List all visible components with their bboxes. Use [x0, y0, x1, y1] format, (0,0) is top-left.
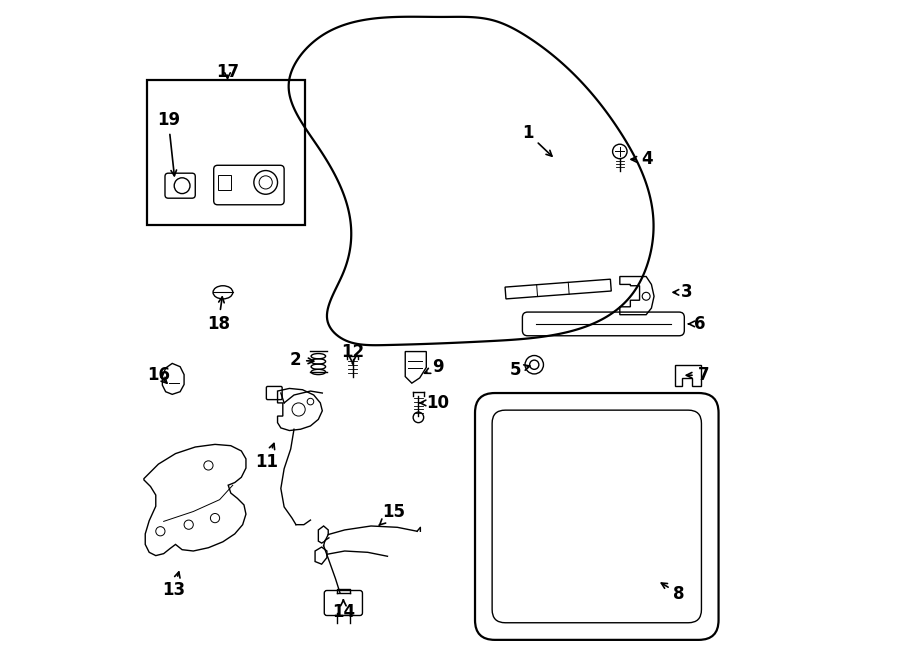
Text: 3: 3: [673, 284, 693, 301]
Text: 5: 5: [510, 361, 530, 379]
Text: 19: 19: [157, 111, 180, 176]
Text: 11: 11: [256, 444, 278, 471]
Text: 12: 12: [341, 342, 365, 364]
Text: 18: 18: [207, 297, 230, 333]
Text: 9: 9: [425, 358, 444, 375]
Text: 15: 15: [379, 502, 406, 525]
Text: 2: 2: [290, 351, 314, 369]
Text: 17: 17: [216, 63, 239, 81]
Text: 4: 4: [631, 150, 653, 169]
Text: 13: 13: [162, 572, 185, 600]
Text: 7: 7: [687, 366, 709, 384]
Text: 16: 16: [148, 366, 171, 384]
Text: 14: 14: [332, 600, 355, 621]
Text: 10: 10: [420, 394, 450, 412]
Bar: [148, 81, 305, 225]
Text: 8: 8: [662, 583, 685, 603]
Text: 6: 6: [688, 315, 706, 333]
Text: 1: 1: [522, 124, 552, 156]
Bar: [218, 175, 230, 190]
